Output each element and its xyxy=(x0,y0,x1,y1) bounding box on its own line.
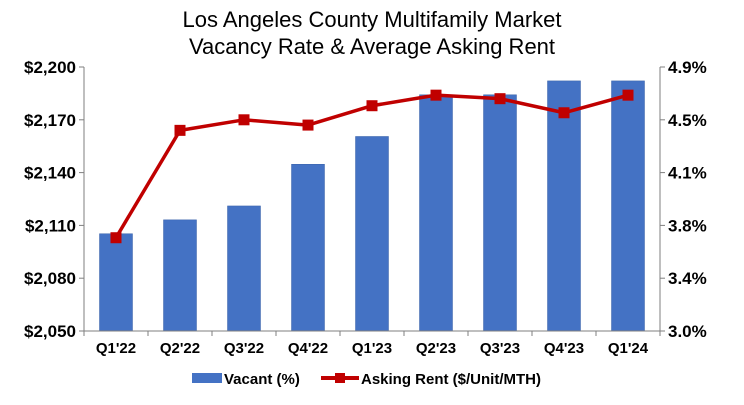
legend: Vacant (%) Asking Rent ($/Unit/MTH) xyxy=(192,371,541,388)
bar-vacant-3 xyxy=(291,164,325,332)
axes xyxy=(83,67,661,336)
left-tick-label-3: $2,110 xyxy=(25,216,76,235)
bar-vacant-5 xyxy=(419,94,453,332)
legend-vacant-label: Vacant (%) xyxy=(224,371,300,388)
bar-vacant-8 xyxy=(611,80,645,332)
bar-vacant-0 xyxy=(99,233,133,332)
x-tick-label-1: Q2'22 xyxy=(160,340,200,357)
rent-marker-1 xyxy=(174,124,186,136)
rent-marker-4 xyxy=(366,100,378,112)
x-tick-label-3: Q4'22 xyxy=(288,340,328,357)
bar-vacant-4 xyxy=(355,136,389,332)
x-tick-label-2: Q3'22 xyxy=(224,340,264,357)
rent-marker-5 xyxy=(430,89,442,101)
legend-vacant-swatch xyxy=(192,373,222,383)
bar-vacant-6 xyxy=(483,94,517,332)
line-series xyxy=(110,89,634,244)
x-axis-ticks: Q1'22 Q2'22 Q3'22 Q4'22 Q1'23 Q2'23 Q3'23 Q4'23… xyxy=(96,340,649,357)
x-tick-label-8: Q1'24 xyxy=(608,340,649,357)
rent-marker-8 xyxy=(622,89,634,101)
right-axis-ticks: 4.9% 4.5% 4.1% 3.8% 3.4% 3.0% xyxy=(660,58,707,341)
x-tick-label-7: Q4'23 xyxy=(544,340,584,357)
bar-vacant-7 xyxy=(547,80,581,332)
legend-rent-marker xyxy=(335,373,345,383)
bar-vacant-2 xyxy=(227,205,261,332)
left-tick-label-1: $2,170 xyxy=(24,111,76,130)
x-tick-label-6: Q3'23 xyxy=(480,340,520,357)
right-tick-label-4: 3.4% xyxy=(668,269,707,288)
left-tick-label-0: $2,200 xyxy=(24,58,76,77)
rent-marker-6 xyxy=(494,93,506,105)
rent-marker-2 xyxy=(238,114,250,126)
left-tick-label-2: $2,140 xyxy=(24,164,76,183)
right-tick-label-1: 4.5% xyxy=(668,111,707,130)
right-tick-label-3: 3.8% xyxy=(668,216,707,235)
left-axis-ticks: $2,200 $2,170 $2,140 $2,110 $2,080 $2,050 xyxy=(24,58,84,341)
left-tick-label-5: $2,050 xyxy=(24,322,76,341)
bar-vacant-1 xyxy=(163,219,197,332)
left-tick-label-4: $2,080 xyxy=(24,269,76,288)
x-tick-label-5: Q2'23 xyxy=(416,340,456,357)
chart-title-line-2: Vacancy Rate & Average Asking Rent xyxy=(189,34,555,59)
x-tick-label-0: Q1'22 xyxy=(96,340,136,357)
legend-rent-label: Asking Rent ($/Unit/MTH) xyxy=(361,371,541,388)
rent-marker-0 xyxy=(110,232,122,244)
x-tick-label-4: Q1'23 xyxy=(352,340,392,357)
right-tick-label-5: 3.0% xyxy=(668,322,707,341)
right-tick-label-2: 4.1% xyxy=(668,164,707,183)
chart-title-line-1: Los Angeles County Multifamily Market xyxy=(182,7,561,32)
right-tick-label-0: 4.9% xyxy=(668,58,707,77)
rent-marker-3 xyxy=(302,119,314,131)
rent-marker-7 xyxy=(558,107,570,119)
bar-series xyxy=(99,80,645,332)
